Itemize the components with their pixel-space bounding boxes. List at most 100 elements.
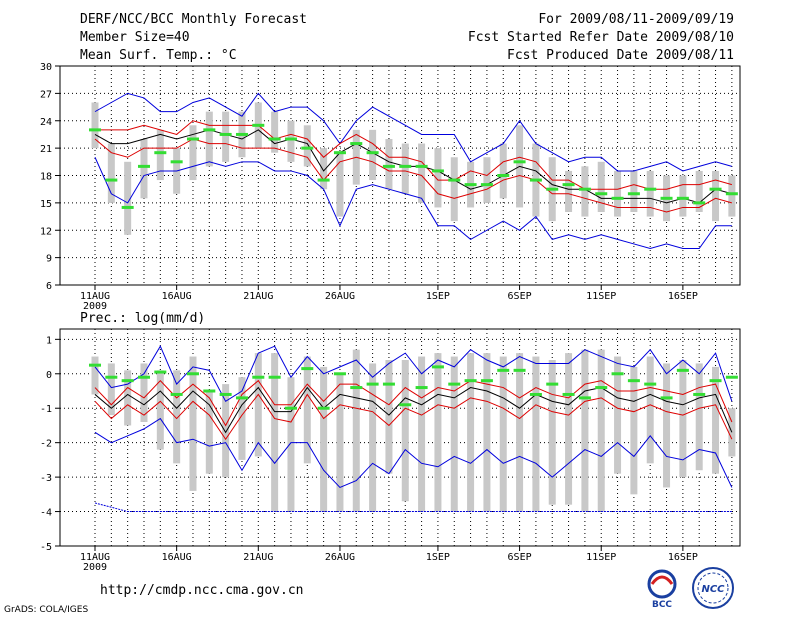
bcc-logo-ring (647, 569, 677, 599)
prec-median-mark (595, 386, 608, 390)
temp-median-mark (268, 137, 281, 141)
header-period: For 2009/08/11-2009/09/19 (538, 12, 734, 27)
temp-box (303, 125, 311, 167)
temp-box (630, 170, 638, 212)
temp-box (712, 170, 720, 222)
temp-xtick-label: 16SEP (668, 291, 698, 302)
prec-xtick-label: 1SEP (426, 552, 450, 563)
temp-ytick-label: 9 (46, 254, 52, 265)
prec-median-mark (268, 375, 281, 379)
prec-box (630, 366, 638, 495)
prec-box (140, 363, 148, 422)
temp-median-mark (660, 196, 673, 200)
prec-box (205, 391, 213, 474)
temp-box (336, 152, 344, 217)
prec-inner-low-line (94, 393, 733, 441)
temp-median-mark (235, 132, 248, 136)
temp-box (499, 143, 507, 199)
temp-box (434, 148, 442, 208)
prec-xtick-label: 16AUG (162, 552, 192, 563)
prec-box (646, 356, 654, 464)
prec-median-mark (627, 379, 640, 383)
temp-box (369, 129, 377, 181)
temp-box (107, 143, 115, 203)
prec-median-mark (676, 368, 689, 372)
source-url[interactable]: http://cmdp.ncc.cma.gov.cn (100, 583, 304, 598)
temp-median-mark (317, 178, 330, 182)
prec-box (189, 356, 197, 491)
temp-median-mark (252, 123, 265, 127)
temp-year-label: 2009 (83, 301, 107, 312)
prec-box (271, 353, 279, 512)
prec-median-mark (529, 392, 542, 396)
temp-xtick-label: 21AUG (243, 291, 273, 302)
temp-box (565, 170, 573, 212)
ncc-logo-ring (692, 567, 734, 609)
temp-mean-line (94, 129, 733, 204)
temp-median-mark (644, 187, 657, 191)
prec-box (581, 349, 589, 512)
prec-frame (59, 328, 741, 547)
prec-box (238, 377, 246, 460)
prec-median-mark (480, 379, 493, 383)
temp-median-mark (89, 128, 101, 132)
temp-median-mark (382, 164, 395, 168)
temp-box (483, 157, 491, 203)
temp-median-mark (284, 137, 297, 141)
temp-median-mark (186, 137, 199, 141)
prec-median-mark (644, 382, 657, 386)
prec-box (385, 360, 393, 474)
prec-median-mark (105, 375, 118, 379)
prec-median-mark (693, 392, 706, 396)
prec-box (107, 363, 115, 416)
temp-box (222, 111, 230, 162)
prec-median-mark (578, 396, 591, 400)
temp-median-mark (578, 187, 591, 191)
prec-xtick-label: 11SEP (586, 552, 616, 563)
temp-median-mark (333, 151, 346, 155)
ncc-logo-text: NCC (701, 584, 725, 595)
prec-median-mark (725, 375, 738, 379)
temp-median-mark (529, 178, 542, 182)
header-title: DERF/NCC/BCC Monthly Forecast (80, 12, 307, 27)
temp-inner-high-line (95, 120, 733, 190)
prec-median-mark (562, 392, 575, 396)
temp-xtick-label: 11SEP (586, 291, 616, 302)
prec-xtick-label: 26AUG (325, 552, 355, 563)
temp-box (156, 129, 164, 181)
temp-median-mark (709, 187, 722, 191)
prec-box (614, 356, 622, 474)
prec-box (173, 370, 181, 464)
prec-box (695, 363, 703, 471)
prec-box (679, 360, 687, 478)
prec-ytick-label: -2 (40, 439, 52, 450)
prec-ytick-label: -1 (40, 404, 52, 415)
temp-median-mark (170, 160, 183, 164)
temp-inner-low-line (94, 138, 733, 213)
header-produced-date: Fcst Produced Date 2009/08/11 (507, 48, 734, 63)
temp-ytick-label: 6 (46, 281, 52, 292)
temp-frame (59, 65, 741, 286)
prec-box (499, 356, 507, 512)
prec-median-mark (154, 370, 167, 374)
prec-box (352, 349, 360, 512)
temp-outer-low-line (94, 157, 732, 250)
temp-median-mark (725, 192, 738, 196)
prec-median-mark (203, 389, 216, 393)
temp-box (614, 170, 622, 217)
bcc-logo-arc (650, 575, 674, 585)
temp-box (320, 148, 328, 190)
prec-median-mark (252, 375, 265, 379)
prec-year-label: 2009 (83, 562, 107, 573)
prec-median-mark (235, 396, 248, 400)
prec-inner-high-line (94, 379, 733, 427)
temp-median-mark (448, 178, 461, 182)
temp-box (581, 166, 589, 217)
temp-median-mark (562, 183, 575, 187)
temp-xtick-label: 11AUG (80, 291, 110, 302)
temp-xtick-label: 26AUG (325, 291, 355, 302)
prec-median-mark (709, 379, 722, 383)
temp-median-mark (611, 196, 624, 200)
prec-box (467, 353, 475, 512)
